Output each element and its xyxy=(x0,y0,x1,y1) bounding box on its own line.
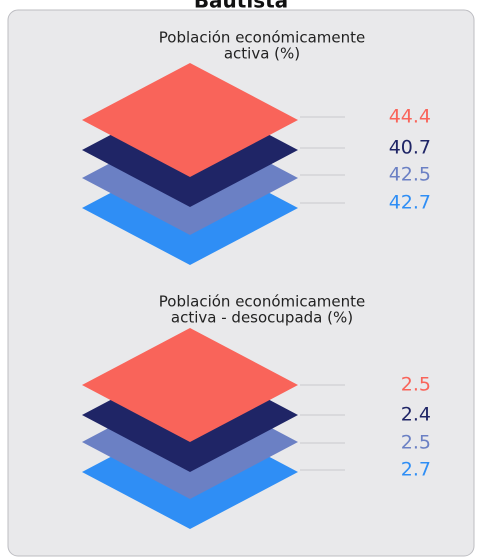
panel-title: Población económicamente xyxy=(159,293,365,311)
layer xyxy=(82,328,298,442)
value-label: 44.4 xyxy=(389,106,431,128)
panel-title: Población económicamente xyxy=(159,29,365,47)
value-label: 40.7 xyxy=(389,137,431,159)
value-label: 2.5 xyxy=(401,374,431,396)
value-label: 2.4 xyxy=(401,404,431,426)
value-label: 2.5 xyxy=(401,432,431,454)
value-label: 2.7 xyxy=(401,459,431,481)
panel-title: activa - desocupada (%) xyxy=(171,309,353,327)
value-label: 42.5 xyxy=(389,164,431,186)
value-label: 42.7 xyxy=(389,192,431,214)
layer xyxy=(82,63,298,177)
panel-title: activa (%) xyxy=(224,45,300,63)
page-title: Bautista xyxy=(194,0,288,13)
